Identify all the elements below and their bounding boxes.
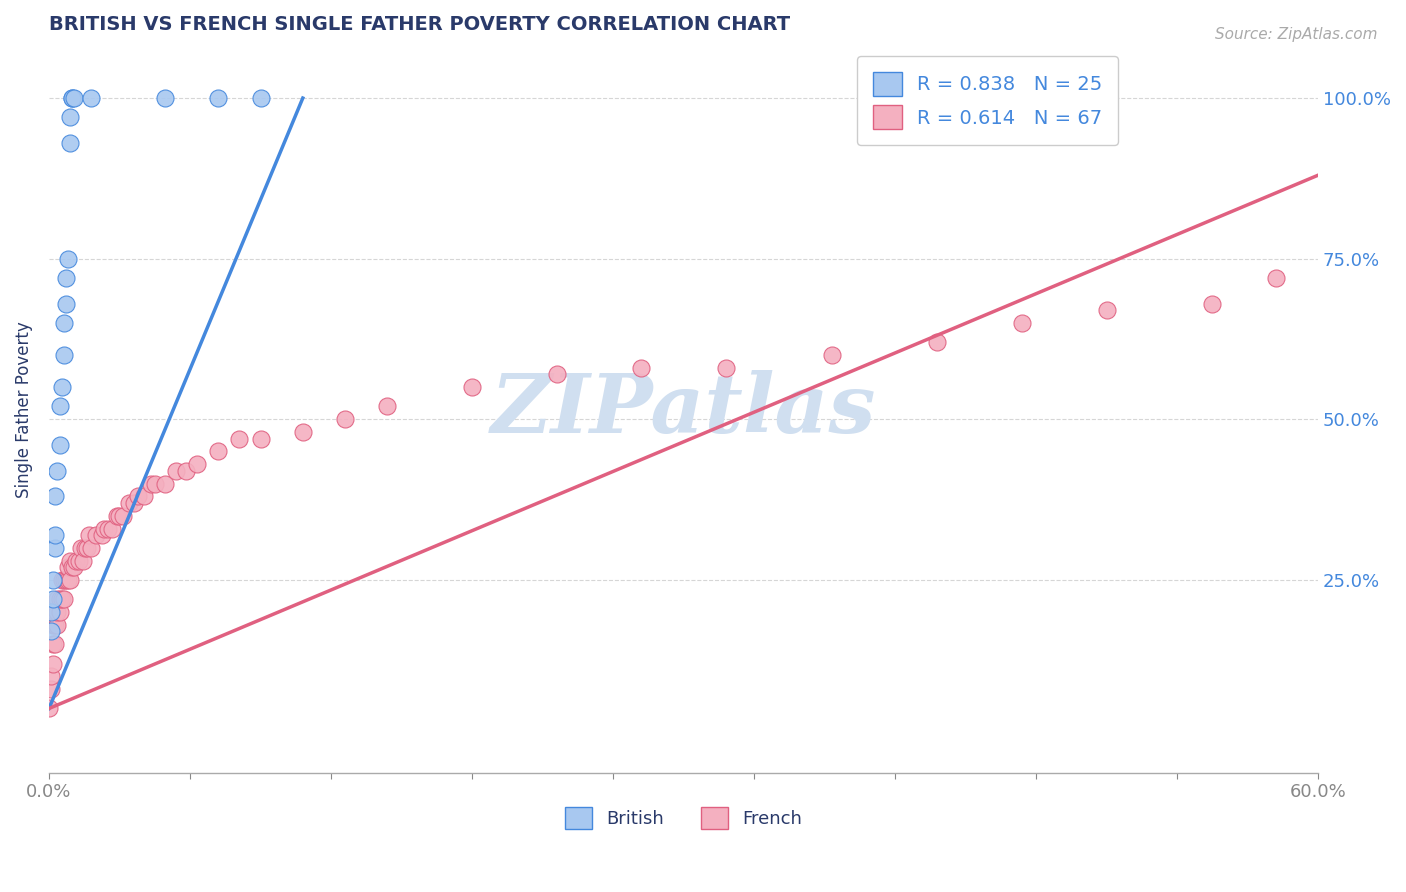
Point — [59, 573, 82, 587]
Y-axis label: Single Father Poverty: Single Father Poverty — [15, 321, 32, 498]
Point — [127, 490, 149, 504]
Point — [93, 522, 115, 536]
Point — [155, 476, 177, 491]
Point — [65, 554, 87, 568]
Point — [55, 296, 77, 310]
Point — [461, 380, 484, 394]
Point — [207, 444, 229, 458]
Point — [101, 522, 124, 536]
Point — [228, 432, 250, 446]
Point — [134, 490, 156, 504]
Point — [1095, 303, 1118, 318]
Point — [48, 605, 70, 619]
Point — [139, 476, 162, 491]
Point — [59, 554, 82, 568]
Point — [59, 136, 82, 150]
Point — [107, 508, 129, 523]
Point — [55, 271, 77, 285]
Point — [44, 605, 66, 619]
Point — [72, 554, 94, 568]
Point — [1011, 316, 1033, 330]
Point — [56, 252, 79, 266]
Point — [63, 560, 86, 574]
Point — [39, 669, 62, 683]
Point — [48, 592, 70, 607]
Legend: British, French: British, French — [558, 800, 810, 837]
Text: Source: ZipAtlas.com: Source: ZipAtlas.com — [1215, 27, 1378, 42]
Point — [77, 528, 100, 542]
Point — [105, 508, 128, 523]
Point — [46, 618, 69, 632]
Point — [165, 464, 187, 478]
Point — [55, 573, 77, 587]
Point — [44, 637, 66, 651]
Point — [60, 91, 83, 105]
Point — [111, 508, 134, 523]
Point — [291, 425, 314, 440]
Point — [51, 573, 73, 587]
Point — [67, 554, 90, 568]
Point — [630, 360, 652, 375]
Point — [44, 528, 66, 542]
Point — [176, 464, 198, 478]
Point — [1264, 271, 1286, 285]
Point — [249, 91, 271, 105]
Point — [46, 592, 69, 607]
Point — [42, 592, 65, 607]
Point — [60, 560, 83, 574]
Point — [51, 380, 73, 394]
Text: BRITISH VS FRENCH SINGLE FATHER POVERTY CORRELATION CHART: BRITISH VS FRENCH SINGLE FATHER POVERTY … — [49, 15, 790, 34]
Point — [48, 438, 70, 452]
Point — [46, 464, 69, 478]
Point — [143, 476, 166, 491]
Point — [69, 541, 91, 555]
Point — [51, 592, 73, 607]
Point — [42, 657, 65, 671]
Point — [42, 573, 65, 587]
Point — [377, 400, 399, 414]
Point — [73, 541, 96, 555]
Point — [39, 624, 62, 639]
Point — [927, 335, 949, 350]
Point — [56, 573, 79, 587]
Point — [42, 637, 65, 651]
Point — [90, 528, 112, 542]
Point — [52, 573, 75, 587]
Point — [52, 316, 75, 330]
Point — [44, 490, 66, 504]
Point — [42, 618, 65, 632]
Point — [80, 541, 103, 555]
Point — [122, 496, 145, 510]
Point — [207, 91, 229, 105]
Point — [48, 400, 70, 414]
Point — [249, 432, 271, 446]
Point — [52, 592, 75, 607]
Point — [155, 91, 177, 105]
Point — [39, 682, 62, 697]
Point — [97, 522, 120, 536]
Point — [38, 701, 60, 715]
Point — [52, 348, 75, 362]
Point — [39, 605, 62, 619]
Point — [333, 412, 356, 426]
Point — [60, 91, 83, 105]
Text: ZIPatlas: ZIPatlas — [491, 369, 876, 450]
Point — [46, 605, 69, 619]
Point — [63, 91, 86, 105]
Point — [1201, 296, 1223, 310]
Point — [56, 560, 79, 574]
Point — [820, 348, 842, 362]
Point — [59, 111, 82, 125]
Point — [186, 458, 208, 472]
Point — [714, 360, 737, 375]
Point — [84, 528, 107, 542]
Point — [44, 541, 66, 555]
Point — [118, 496, 141, 510]
Point — [44, 618, 66, 632]
Point — [80, 91, 103, 105]
Point — [76, 541, 98, 555]
Point — [546, 368, 568, 382]
